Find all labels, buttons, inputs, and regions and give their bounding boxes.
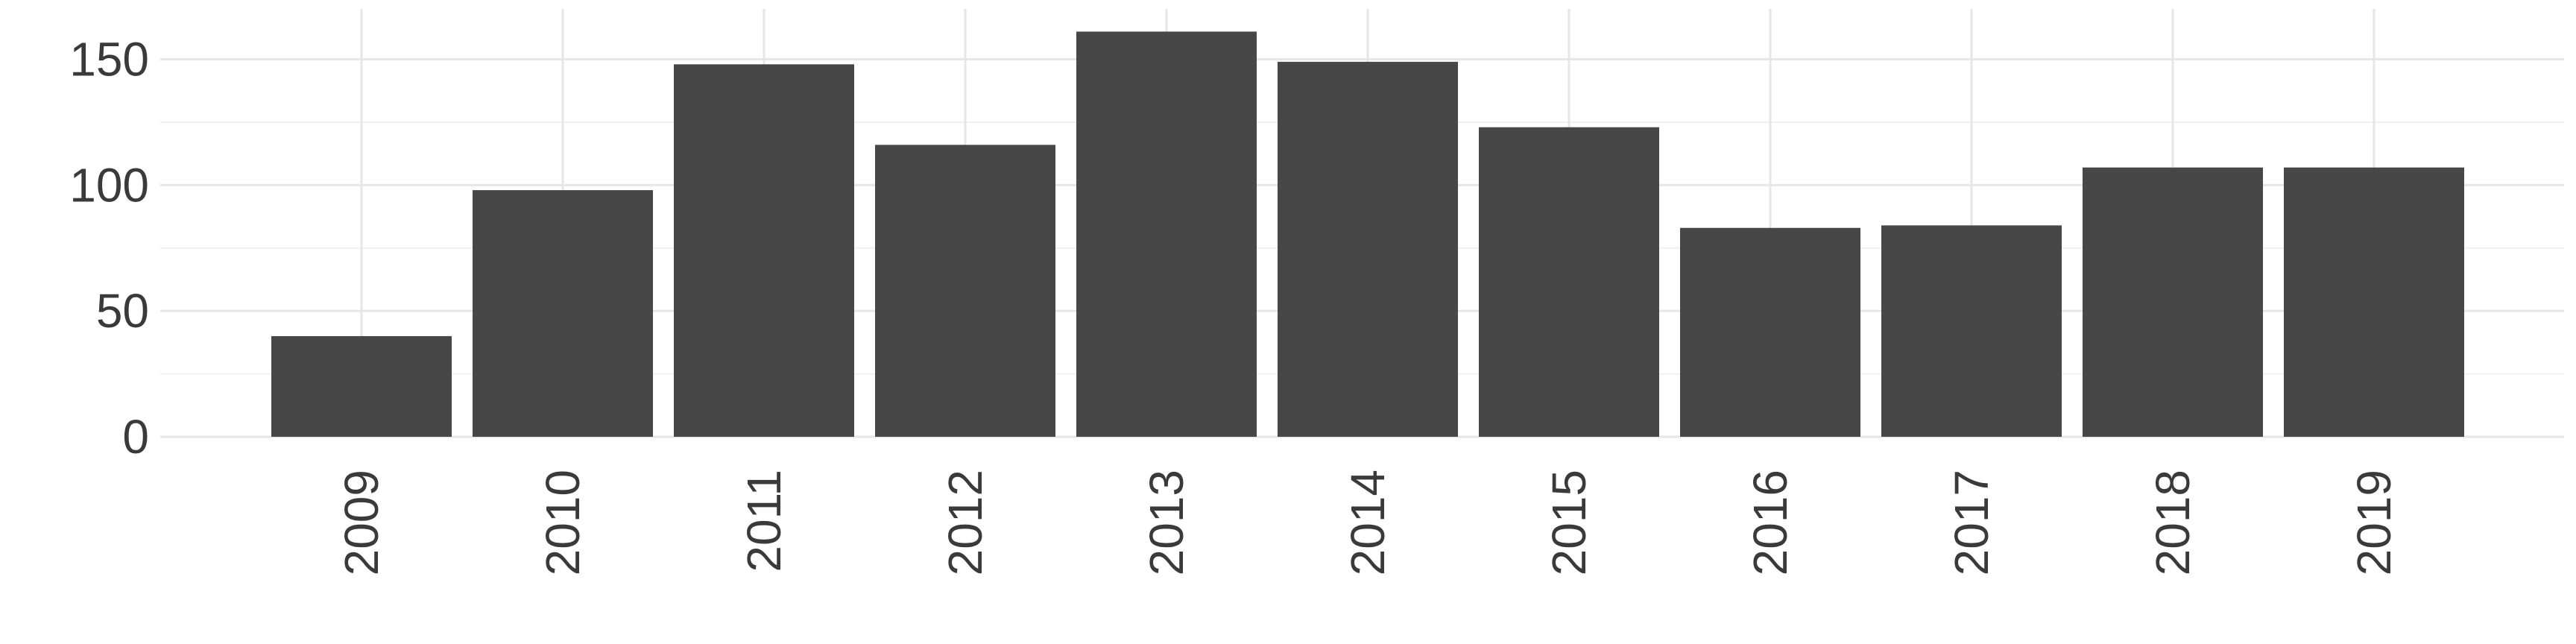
bar-2011: [674, 64, 854, 438]
y-tick-label: 100: [69, 158, 149, 212]
y-tick-label: 50: [96, 284, 149, 338]
bar-2012: [875, 145, 1055, 437]
x-tick-label: 2019: [2347, 470, 2401, 575]
bar-2019: [2284, 167, 2464, 437]
x-tick-label: 2014: [1341, 470, 1395, 575]
x-tick-label: 2011: [737, 470, 791, 572]
y-axis-ticks: 0 50 100 150: [69, 33, 149, 464]
x-tick-label: 2012: [938, 470, 992, 575]
bar-2014: [1278, 61, 1458, 437]
bar-2015: [1479, 127, 1659, 437]
x-axis-ticks: 2009 2010 2011 2012 2013 2014 2015 2016 2017 2018…: [335, 470, 2401, 575]
y-tick-label: 150: [69, 33, 149, 86]
bar-2009: [271, 335, 452, 437]
bar-2013: [1076, 31, 1257, 437]
x-tick-label: 2013: [1140, 470, 1193, 575]
bar-2010: [473, 190, 653, 437]
x-tick-label: 2015: [1542, 470, 1596, 575]
x-tick-label: 2018: [2146, 470, 2200, 575]
bar-2016: [1680, 227, 1860, 437]
bar-2017: [1881, 225, 2062, 437]
y-tick-label: 0: [122, 410, 149, 464]
x-tick-label: 2009: [335, 470, 388, 575]
x-tick-label: 2017: [1945, 470, 1998, 575]
x-tick-label: 2010: [536, 470, 590, 575]
bar-2018: [2083, 167, 2263, 437]
bars: [271, 31, 2464, 438]
x-tick-label: 2016: [1743, 470, 1797, 575]
